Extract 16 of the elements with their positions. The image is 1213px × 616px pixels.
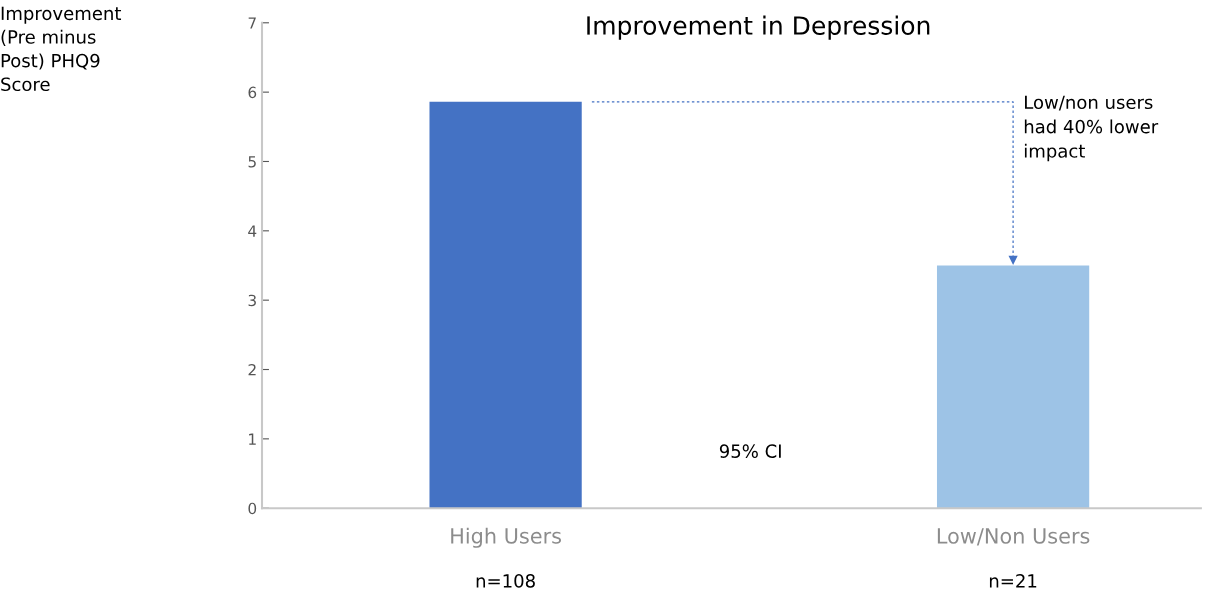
text: n=21 bbox=[989, 574, 1037, 588]
text: n=108 bbox=[476, 574, 535, 588]
y-tick-label: 2 bbox=[248, 363, 256, 376]
y-tick-label: 7 bbox=[248, 17, 256, 29]
annotation: Low/non users had 40% lower impact bbox=[1024, 95, 1159, 162]
annotation: 95% CI bbox=[719, 444, 781, 458]
y-tick-label: 4 bbox=[248, 225, 257, 237]
x-tick-label: High Users bbox=[451, 527, 562, 548]
text: Improvement (Pre minus Post) PHQ9 Score bbox=[1, 6, 122, 92]
y-tick-label: 3 bbox=[248, 294, 256, 307]
y-tick-label: 1 bbox=[249, 433, 256, 445]
chart-title: Improvement in Depression bbox=[587, 15, 930, 40]
y-tick-label: 0 bbox=[248, 502, 257, 515]
y-tick-label: 5 bbox=[248, 156, 256, 168]
x-tick-label: Low/Non Users bbox=[937, 528, 1090, 546]
y-tick-label: 6 bbox=[248, 86, 257, 99]
